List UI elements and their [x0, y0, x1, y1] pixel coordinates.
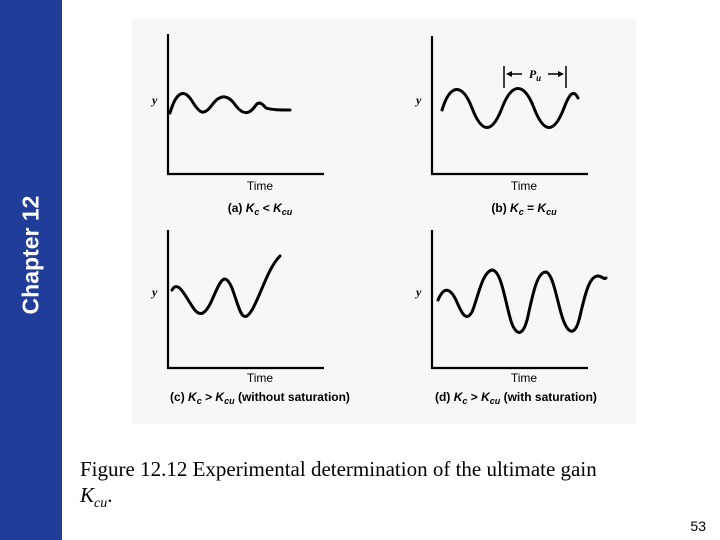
panel-b-caption: (b) Kc = Kcu	[491, 201, 557, 217]
panel-d-response-curve	[436, 268, 608, 334]
caption-symbol-subscript: cu	[94, 496, 108, 512]
panel-b-x-label: Time	[511, 179, 538, 193]
panel-a-y-label: y	[150, 93, 158, 107]
page-number: 53	[690, 518, 706, 534]
panel-d-caption: (d) Kc > Kcu (with saturation)	[435, 390, 597, 406]
panel-c-axes	[166, 230, 324, 370]
caption-text: Figure 12.12 Experimental determination …	[80, 457, 597, 481]
panel-a-caption: (a) Kc < Kcu	[228, 201, 293, 217]
panel-d-axes	[430, 230, 588, 370]
panel-b-axes	[430, 36, 588, 176]
panel-b: y Pu Time (b) Kc = Kcu	[414, 36, 588, 217]
period-arrowhead-right	[558, 71, 564, 77]
chapter-label: Chapter 12	[17, 195, 44, 315]
panel-d: y Time (d) Kc > Kcu (with saturation)	[414, 230, 608, 406]
panel-c: y Time (c) Kc > Kcu (without saturation)	[150, 230, 350, 406]
panel-a-response-curve	[168, 92, 292, 115]
chapter-sidebar: Chapter 12	[0, 0, 62, 540]
figure-diagram: y Time (a) Kc < Kcu y Pu Time (b) Kc = K…	[150, 34, 608, 406]
panel-a-axes	[166, 34, 324, 176]
caption-end: .	[107, 483, 113, 507]
panel-c-x-label: Time	[247, 371, 274, 385]
period-arrowhead-left	[506, 71, 512, 77]
figure-area: y Time (a) Kc < Kcu y Pu Time (b) Kc = K…	[132, 18, 636, 424]
panel-a: y Time (a) Kc < Kcu	[150, 34, 324, 217]
panel-d-x-label: Time	[511, 371, 538, 385]
panel-a-x-label: Time	[247, 179, 274, 193]
panel-c-response-curve	[170, 254, 282, 318]
figure-caption: Figure 12.12 Experimental determination …	[80, 456, 700, 517]
panel-b-y-label: y	[414, 93, 422, 107]
panel-c-caption: (c) Kc > Kcu (without saturation)	[170, 390, 350, 406]
panel-c-y-label: y	[150, 285, 158, 299]
panel-d-y-label: y	[414, 285, 422, 299]
caption-symbol: K	[80, 483, 95, 507]
panel-b-response-curve	[440, 87, 580, 129]
period-label: Pu	[529, 67, 541, 83]
